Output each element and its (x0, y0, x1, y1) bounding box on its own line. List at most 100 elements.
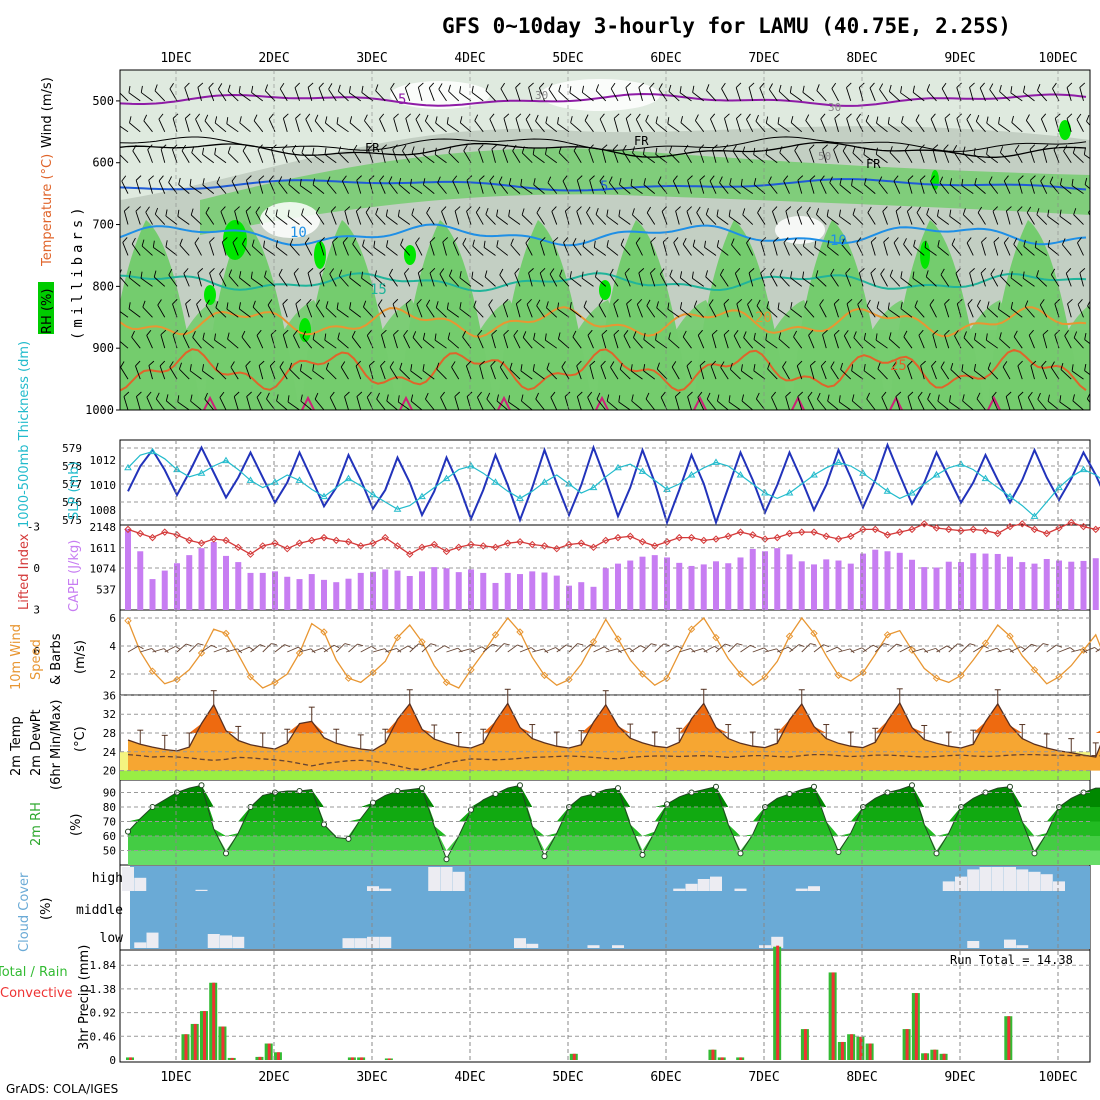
wind-barb-staff (300, 400, 313, 410)
wind-barb (939, 176, 950, 194)
wind-barb-flag (228, 269, 233, 276)
cloud-bar-low (367, 936, 379, 948)
wind-barb-staff (159, 365, 166, 380)
wind-barb (966, 237, 974, 256)
lifted-index-marker (785, 529, 794, 538)
wind-barb-flag (576, 206, 582, 212)
wind-speed-marker (173, 675, 181, 684)
wind-barb (734, 268, 741, 287)
wind-barb-staff (876, 122, 888, 133)
lifted-index-marker (700, 536, 708, 545)
wind-barb-staff (680, 277, 692, 287)
wind-barb-flag (866, 392, 871, 400)
wind-barb-flag (1059, 178, 1063, 185)
wind-barb-staff (819, 304, 827, 318)
wind-barb-staff (341, 180, 349, 194)
wind-barb (246, 175, 252, 194)
cloud-level-middle: middle (76, 903, 123, 918)
wind-barb-staff (815, 276, 827, 287)
wind-barb-flag (729, 362, 733, 370)
wind-barb (146, 329, 153, 349)
wind-barb (710, 360, 717, 380)
wind-barb (148, 175, 154, 194)
wind-barb-10m-flag (407, 645, 414, 650)
wind-barb (1089, 87, 1090, 102)
panel-frame-slp (119, 439, 1091, 526)
wind-barb (805, 114, 815, 133)
wind-barb-staff (390, 88, 398, 102)
wind-barb (189, 178, 202, 195)
cape-bar (455, 572, 462, 610)
wind-barb-flag (646, 206, 652, 213)
wind-barb (633, 331, 643, 349)
wind-barb (128, 302, 141, 318)
wind-barb (783, 237, 790, 256)
wind-barb-flag (238, 302, 241, 309)
wind-barb-10m-flag (384, 648, 390, 653)
thickness-marker (418, 492, 426, 500)
wind-barb-staff (572, 336, 582, 349)
wind-barb-staff (381, 334, 386, 349)
wind-speed-marker (932, 674, 941, 682)
wind-barb-flag (1017, 391, 1024, 397)
wind-barb (748, 268, 755, 287)
wind-barb (196, 298, 202, 318)
wind-barb-flag (636, 298, 643, 305)
wind-barb-staff (919, 149, 925, 163)
wind-barb (610, 82, 619, 102)
wind-barb-10m-staff (899, 646, 911, 653)
upper-axis-labels: RH (%) Temperature (°C) Wind (m/s) (mill… (38, 77, 86, 340)
wind-barb-staff (809, 180, 815, 194)
wind-barb (128, 271, 141, 287)
wind-barb-flag (918, 329, 924, 336)
wind-barb-staff (215, 307, 227, 318)
wind-barb-staff (135, 211, 141, 225)
wind-barb-flag (557, 332, 561, 340)
wind-barb (473, 300, 484, 318)
wind-barb-10m-staff (605, 648, 618, 653)
wind-barb-staff (631, 400, 643, 410)
wind-barb-10m-staff (654, 643, 664, 653)
wind-barb-staff (1042, 334, 1048, 349)
wind-barb-staff (386, 215, 398, 225)
wind-barb-staff (819, 180, 827, 194)
wind-barb-flag (411, 208, 415, 216)
wind-barb-flag (1028, 329, 1034, 336)
wind-barb (120, 338, 129, 349)
wind-barb-flag (242, 144, 247, 152)
wind-barb-staff (765, 339, 778, 349)
wind-barb-staff (525, 119, 533, 133)
wind-barb (893, 237, 901, 256)
wind-barb-staff (667, 123, 680, 133)
wind-barb-staff (833, 149, 839, 163)
lifted-index-marker (626, 532, 634, 540)
wind-barb-10m (874, 643, 890, 653)
wind-barb-staff (425, 398, 435, 410)
wind-barb-flag (214, 116, 218, 124)
wind-barb-flag (473, 300, 477, 308)
wind-barb (422, 147, 435, 164)
wind-barb-staff (344, 396, 349, 410)
cloud-bar-low (354, 938, 367, 948)
wind-barb (375, 84, 386, 102)
wind-barb (324, 116, 337, 133)
wind-barb-staff (686, 365, 692, 380)
wind-barb-flag (929, 299, 935, 306)
wind-barb-flag (363, 300, 367, 308)
date-label-top: 7DEC (748, 51, 779, 66)
wind-barb-flag (289, 238, 294, 246)
wind-barb-staff (496, 246, 509, 256)
wind-barb (816, 392, 827, 410)
wind-barb-flag (533, 332, 536, 340)
wind-barb-flag (783, 237, 789, 243)
wind-barb (733, 330, 741, 349)
wind-barb-flag (954, 330, 959, 337)
wind-barb-flag (1040, 175, 1046, 182)
wind-barb (340, 361, 349, 380)
wind-barb (289, 238, 300, 256)
wind-barb-staff (148, 180, 153, 194)
wind-barb-staff (986, 307, 999, 318)
wind-barb-staff (757, 212, 766, 225)
wind-barb-10m (311, 647, 328, 653)
lifted-index-marker (406, 550, 414, 558)
